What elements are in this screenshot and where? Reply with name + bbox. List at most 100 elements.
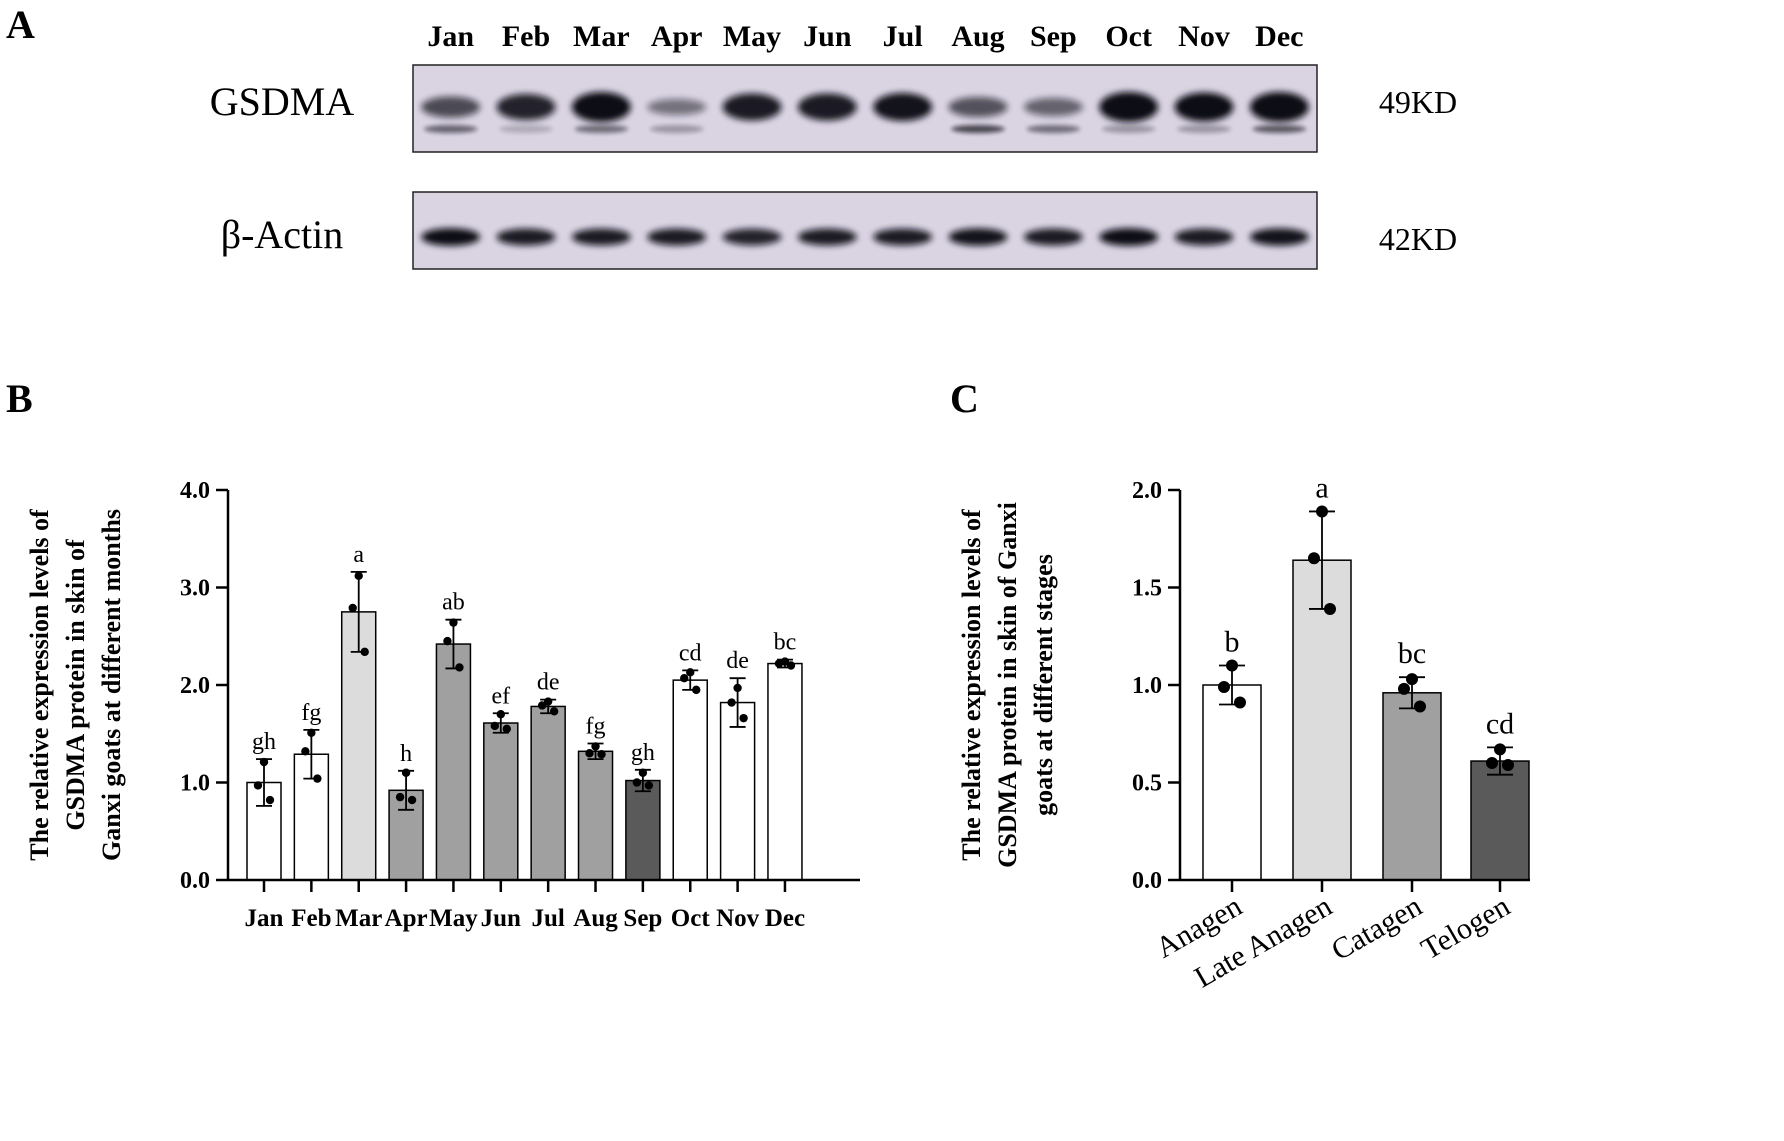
data-point bbox=[395, 792, 405, 802]
y-tick-label: 1.5 bbox=[1132, 576, 1162, 602]
membrane-beta-actin bbox=[412, 191, 1318, 270]
blot-lower-band bbox=[423, 125, 478, 133]
blot-month-label: May bbox=[723, 20, 781, 53]
significance-letter: cd bbox=[679, 640, 702, 666]
bar bbox=[767, 662, 803, 881]
blot-lower-band bbox=[951, 125, 1005, 133]
membrane-gsdma bbox=[412, 64, 1318, 153]
significance-letter: ab bbox=[442, 590, 465, 616]
blot-row-label-gsdma: GSDMA bbox=[210, 79, 355, 124]
y-axis-title-line: GSDMA protein in skin of Ganxi bbox=[993, 502, 1022, 868]
blot-band bbox=[722, 228, 782, 246]
x-tick-label: May bbox=[429, 905, 478, 932]
figure: A B C Jan Feb Mar Apr May Jun Jul Aug Sep Oct Nov D… bbox=[6, 2, 1530, 994]
x-tick-label: Jun bbox=[481, 905, 521, 932]
data-point bbox=[585, 749, 594, 758]
data-point bbox=[1226, 659, 1238, 672]
data-point bbox=[1486, 757, 1498, 769]
bar bbox=[719, 701, 756, 881]
blot-band bbox=[1023, 228, 1083, 246]
blot-band bbox=[421, 228, 481, 246]
blot-band bbox=[722, 93, 782, 121]
panel-label-c: C bbox=[950, 376, 979, 421]
blot-lower-band bbox=[1101, 125, 1156, 133]
panel-label-b: B bbox=[6, 376, 33, 421]
bar bbox=[577, 750, 614, 881]
blot-month-label: Mar bbox=[573, 20, 630, 53]
significance-letter: bc bbox=[1398, 637, 1426, 670]
data-point bbox=[1398, 682, 1410, 695]
chart-months: The relative expression levels of GSDMA p… bbox=[25, 478, 860, 932]
data-point bbox=[549, 707, 559, 716]
blot-band bbox=[797, 228, 857, 246]
y-tick-label: 0.0 bbox=[180, 868, 210, 894]
y-axis-title-line: The relative expression levels of bbox=[25, 509, 54, 861]
blot-band bbox=[647, 228, 707, 246]
data-point bbox=[680, 673, 689, 683]
significance-letter: bc bbox=[774, 630, 797, 656]
y-tick-label: 2.0 bbox=[1132, 478, 1162, 504]
x-tick-label: Mar bbox=[335, 905, 382, 932]
data-point bbox=[496, 710, 505, 719]
bar bbox=[530, 705, 566, 881]
y-axis-title-line: goats at different stages bbox=[1029, 554, 1058, 816]
blot-band bbox=[1249, 228, 1309, 246]
data-point bbox=[692, 685, 701, 695]
western-blot: Jan Feb Mar Apr May Jun Jul Aug Sep Oct Nov Dec GSD… bbox=[210, 20, 1457, 270]
significance-letter: gh bbox=[252, 729, 276, 755]
data-point bbox=[774, 659, 784, 668]
blot-size-gsdma: 49KD bbox=[1379, 84, 1457, 120]
bar bbox=[1470, 760, 1530, 881]
blot-band bbox=[1099, 92, 1159, 122]
data-point bbox=[537, 701, 547, 710]
data-point bbox=[407, 795, 417, 805]
data-point bbox=[1414, 700, 1426, 713]
blot-band bbox=[647, 99, 707, 115]
data-point bbox=[739, 713, 748, 723]
blot-lower-band bbox=[649, 125, 704, 133]
significance-letter: de bbox=[537, 670, 560, 696]
data-point bbox=[1324, 602, 1336, 615]
bar-group: gh bbox=[625, 740, 661, 881]
bar bbox=[1382, 692, 1442, 881]
bar-group: ab bbox=[435, 590, 472, 881]
blot-lower-band bbox=[499, 125, 553, 133]
data-point bbox=[502, 724, 511, 734]
significance-letter: fg bbox=[301, 700, 321, 726]
blot-month-label: Jun bbox=[803, 20, 852, 53]
x-tick-label: Apr bbox=[385, 905, 428, 932]
y-axis-title-line: Ganxi goats at different months bbox=[97, 509, 126, 861]
blot-band bbox=[421, 96, 481, 118]
blot-month-label: Aug bbox=[951, 20, 1004, 53]
data-point bbox=[265, 795, 275, 805]
bar bbox=[388, 789, 424, 881]
data-point bbox=[1308, 552, 1320, 565]
blot-month-label: Dec bbox=[1255, 20, 1303, 53]
chart-stages-ylabel: The relative expression levels of GSDMA p… bbox=[957, 502, 1058, 868]
y-tick-label: 0.5 bbox=[1132, 771, 1162, 797]
bar bbox=[625, 779, 661, 881]
y-tick-label: 0.0 bbox=[1132, 868, 1162, 894]
blot-lower-band bbox=[1252, 125, 1307, 133]
chart-months-x-axis: Jan Feb Mar Apr May Jun Jul Aug Sep Oct Nov Dec bbox=[228, 878, 860, 932]
blot-band bbox=[1174, 228, 1234, 246]
bar-group: cd bbox=[672, 640, 708, 881]
blot-size-beta-actin: 42KD bbox=[1379, 221, 1457, 257]
bar-group: a bbox=[340, 542, 377, 881]
blot-lower-band bbox=[574, 125, 629, 133]
bar bbox=[672, 679, 708, 881]
blot-band bbox=[1249, 92, 1309, 122]
bar-group: a bbox=[1292, 471, 1352, 881]
blot-band bbox=[873, 93, 933, 121]
bar bbox=[435, 643, 472, 881]
data-point bbox=[727, 698, 736, 707]
data-point bbox=[253, 781, 263, 790]
bar-group: bc bbox=[1382, 637, 1442, 881]
significance-letter: a bbox=[353, 542, 364, 568]
data-point bbox=[1406, 673, 1418, 686]
blot-band bbox=[496, 228, 556, 246]
x-tick-label: Jul bbox=[531, 905, 564, 932]
significance-letter: fg bbox=[586, 714, 606, 740]
